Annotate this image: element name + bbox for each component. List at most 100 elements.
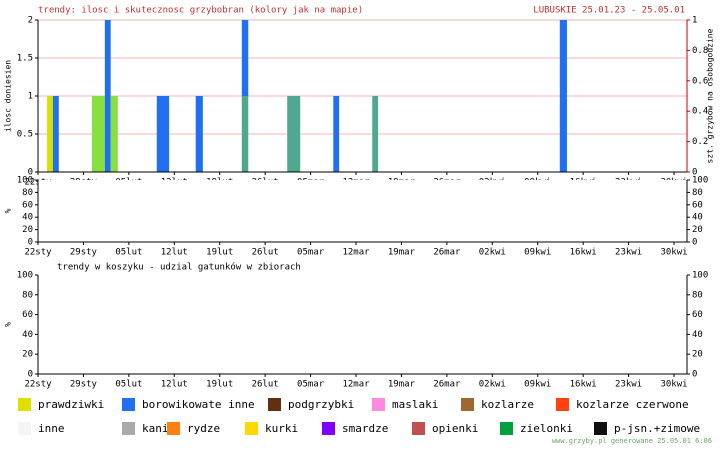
y-tick-label: 60: [22, 200, 33, 210]
legend-label: opienki: [432, 422, 478, 435]
y2-tick-label: 40: [692, 213, 703, 223]
y2-tick-label: 80: [692, 188, 703, 198]
bar-segment: [287, 96, 301, 172]
x-tick-label: 19mar: [388, 248, 416, 258]
x-tick-label: 12mar: [342, 248, 370, 258]
x-tick-label: 26mar: [433, 248, 461, 258]
x-tick-label: 26mar: [433, 380, 461, 390]
x-tick-label: 02kwi: [479, 380, 506, 390]
y2-axis-label: szt. grzybow na osobogodzine: [706, 28, 715, 163]
y-tick-label: 20: [22, 225, 33, 235]
y2-tick-label: 0.6: [692, 76, 708, 86]
x-tick-label: 05mar: [297, 248, 325, 258]
y2-tick-label: 1: [692, 16, 697, 26]
x-tick-label: 19mar: [388, 380, 416, 390]
bar-segment: [156, 96, 170, 172]
x-tick-label: 12mar: [342, 380, 370, 390]
y-tick-label: 40: [22, 213, 33, 223]
plot-area: [38, 275, 687, 374]
bar-segment: [241, 20, 249, 96]
y-tick-label: 1: [28, 92, 33, 102]
legend-swatch: [372, 398, 385, 411]
bar-segment: [559, 20, 567, 172]
x-tick-label: 19lut: [206, 380, 233, 390]
x-tick-label: 12lut: [161, 248, 188, 258]
x-tick-label: 12lut: [161, 380, 188, 390]
y-axis-label: ilosc doniesien: [4, 60, 13, 132]
y-tick-label: 0: [28, 168, 33, 178]
legend-swatch: [167, 422, 180, 435]
legend-label: kurki: [265, 422, 298, 435]
y-tick-label: 80: [22, 188, 33, 198]
legend-swatch: [412, 422, 425, 435]
y-axis-label: %: [4, 322, 13, 327]
legend-label: kozlarze: [481, 398, 534, 411]
x-tick-label: 26lut: [252, 380, 279, 390]
legend-swatch: [18, 398, 31, 411]
legend-swatch: [268, 398, 281, 411]
legend-swatch: [122, 422, 135, 435]
x-tick-label: 26lut: [252, 248, 279, 258]
y-tick-label: 100: [17, 271, 33, 281]
bar-segment: [52, 96, 59, 172]
legend-label: prawdziwki: [38, 398, 104, 411]
legend-label: smardze: [342, 422, 388, 435]
legend-swatch: [122, 398, 135, 411]
y2-tick-label: 0: [692, 370, 697, 380]
x-tick-label: 30kwi: [660, 248, 687, 258]
x-tick-label: 30kwi: [660, 380, 687, 390]
legend-label: p-jsn.+zimowe: [614, 422, 700, 435]
y2-tick-label: 20: [692, 350, 703, 360]
y2-tick-label: 100: [692, 271, 708, 281]
x-tick-label: 23kwi: [615, 248, 642, 258]
y-axis-label: %: [4, 208, 13, 213]
x-tick-label: 05lut: [115, 380, 142, 390]
y-tick-label: 1.5: [17, 54, 33, 64]
legend-label: borowikowate inne: [142, 398, 255, 411]
y-tick-label: 40: [22, 330, 33, 340]
plot-area: [38, 180, 687, 242]
x-tick-label: 23kwi: [615, 380, 642, 390]
legend-swatch: [322, 422, 335, 435]
x-tick-label: 09kwi: [524, 380, 551, 390]
legend-swatch: [18, 422, 31, 435]
y2-tick-label: 0.4: [692, 107, 708, 117]
legend-label: zielonki: [520, 422, 573, 435]
legend-label: rydze: [187, 422, 220, 435]
x-tick-label: 09kwi: [524, 248, 551, 258]
x-tick-label: 16kwi: [570, 380, 597, 390]
y2-tick-label: 60: [692, 200, 703, 210]
y-tick-label: 60: [22, 310, 33, 320]
legend-label: kanie: [142, 422, 175, 435]
y-tick-label: 0: [28, 238, 33, 248]
region-date: LUBUSKIE 25.01.23 - 25.05.01: [533, 6, 685, 16]
x-tick-label: 29sty: [70, 248, 98, 258]
y-tick-label: 20: [22, 350, 33, 360]
legend-label: kozlarze czerwone: [576, 398, 689, 411]
bar-segment: [372, 96, 379, 172]
x-tick-label: 02kwi: [479, 248, 506, 258]
legend-swatch: [556, 398, 569, 411]
x-tick-label: 19lut: [206, 248, 233, 258]
y2-tick-label: 0.8: [692, 46, 708, 56]
y2-tick-label: 60: [692, 310, 703, 320]
y-tick-label: 100: [17, 176, 33, 186]
legend-swatch: [594, 422, 607, 435]
bar-segment: [47, 96, 53, 172]
x-tick-label: 16kwi: [570, 248, 597, 258]
y-tick-label: 0: [28, 370, 33, 380]
x-tick-label: 29sty: [70, 380, 98, 390]
y2-tick-label: 0: [692, 168, 697, 178]
bar-segment: [91, 96, 105, 172]
y2-tick-label: 40: [692, 330, 703, 340]
chart-title: trendy w koszyku - udzial gatunków w zbi…: [57, 262, 301, 273]
legend-label: inne: [38, 422, 65, 435]
x-tick-label: 05lut: [115, 248, 142, 258]
bar-segment: [104, 20, 111, 172]
y2-tick-label: 0: [692, 238, 697, 248]
x-tick-label: 22sty: [24, 248, 52, 258]
y2-tick-label: 100: [692, 176, 708, 186]
legend-label: podgrzybki: [288, 398, 354, 411]
footer: www.grzyby.pl generowane 25.05.01 6:06: [552, 437, 712, 445]
y-tick-label: 0.5: [17, 130, 33, 140]
